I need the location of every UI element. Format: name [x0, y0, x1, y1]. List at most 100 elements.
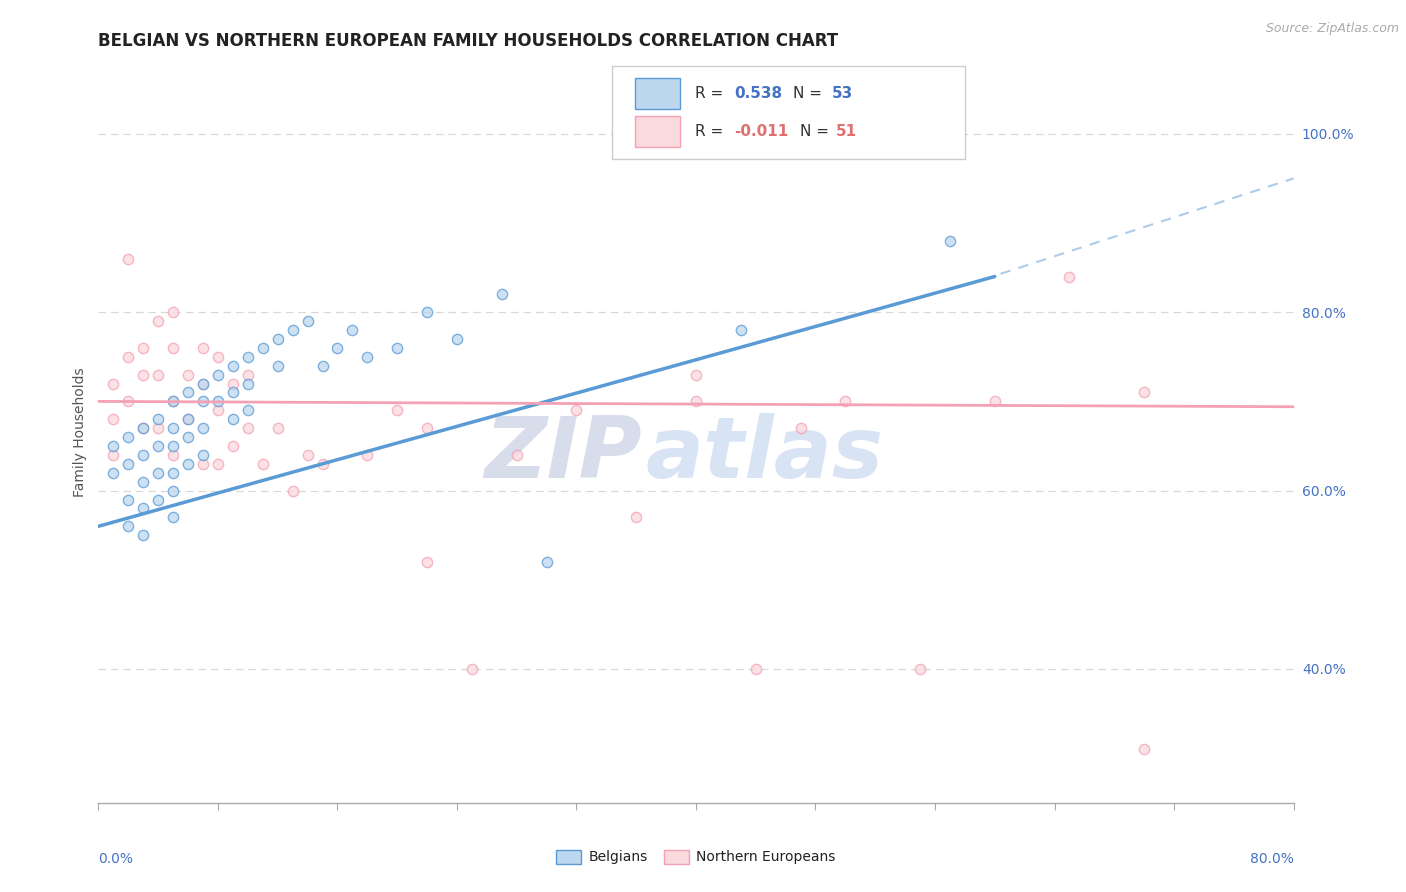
Point [984, 394, 1007, 409]
FancyBboxPatch shape [636, 78, 681, 109]
Point [207, 394, 229, 409]
Point [148, 314, 170, 328]
Point [117, 430, 139, 444]
Point [281, 323, 304, 337]
Point [148, 412, 170, 426]
Text: BELGIAN VS NORTHERN EUROPEAN FAMILY HOUSEHOLDS CORRELATION CHART: BELGIAN VS NORTHERN EUROPEAN FAMILY HOUS… [98, 32, 838, 50]
FancyBboxPatch shape [636, 116, 681, 146]
Point [789, 421, 811, 435]
Point [132, 368, 155, 382]
Point [222, 412, 245, 426]
Point [385, 403, 409, 417]
Point [191, 341, 214, 355]
Point [908, 662, 931, 676]
Text: -0.011: -0.011 [734, 124, 789, 138]
Point [267, 332, 290, 346]
Point [148, 466, 170, 480]
Point [446, 332, 468, 346]
Point [103, 448, 125, 462]
Point [385, 341, 409, 355]
Y-axis label: Family Households: Family Households [73, 368, 87, 498]
Point [236, 368, 259, 382]
Point [191, 421, 214, 435]
Point [506, 448, 529, 462]
Point [267, 421, 290, 435]
Point [191, 376, 214, 391]
Point [132, 421, 155, 435]
Point [103, 412, 125, 426]
Text: N =: N = [793, 87, 827, 101]
Point [297, 448, 319, 462]
Point [745, 662, 768, 676]
Point [461, 662, 484, 676]
Point [416, 305, 439, 319]
Point [177, 412, 200, 426]
Point [685, 368, 707, 382]
Point [416, 421, 439, 435]
FancyBboxPatch shape [613, 66, 965, 159]
Point [117, 519, 139, 533]
Point [222, 359, 245, 373]
Point [416, 555, 439, 569]
Point [191, 448, 214, 462]
Point [281, 483, 304, 498]
Point [132, 501, 155, 516]
Point [834, 394, 856, 409]
Point [267, 359, 290, 373]
Point [162, 466, 184, 480]
Point [730, 323, 752, 337]
Point [103, 376, 125, 391]
Point [177, 368, 200, 382]
Point [236, 350, 259, 364]
Point [191, 376, 214, 391]
Point [162, 483, 184, 498]
Text: 80.0%: 80.0% [1250, 852, 1294, 866]
Point [148, 492, 170, 507]
Text: atlas: atlas [645, 413, 884, 496]
Point [207, 403, 229, 417]
Point [252, 341, 274, 355]
Point [236, 403, 259, 417]
Point [162, 448, 184, 462]
Point [117, 350, 139, 364]
Point [326, 341, 349, 355]
Point [356, 350, 378, 364]
Point [939, 234, 962, 248]
Legend: Belgians, Northern Europeans: Belgians, Northern Europeans [551, 844, 841, 870]
Point [103, 466, 125, 480]
Point [103, 439, 125, 453]
Point [626, 510, 648, 524]
Point [1133, 385, 1156, 400]
Text: 0.0%: 0.0% [98, 852, 134, 866]
Point [132, 341, 155, 355]
Point [148, 421, 170, 435]
Point [222, 376, 245, 391]
Point [356, 448, 378, 462]
Point [162, 305, 184, 319]
Point [117, 457, 139, 471]
Point [162, 421, 184, 435]
Point [222, 439, 245, 453]
Point [132, 528, 155, 542]
Point [132, 475, 155, 489]
Text: 0.538: 0.538 [734, 87, 782, 101]
Point [1133, 742, 1156, 756]
Point [191, 394, 214, 409]
Point [132, 421, 155, 435]
Point [236, 421, 259, 435]
Point [162, 394, 184, 409]
Point [491, 287, 513, 301]
Point [207, 457, 229, 471]
Point [162, 439, 184, 453]
Point [222, 385, 245, 400]
Point [536, 555, 558, 569]
Point [177, 430, 200, 444]
Point [207, 368, 229, 382]
Point [162, 394, 184, 409]
Point [565, 403, 588, 417]
Point [311, 359, 333, 373]
Point [177, 457, 200, 471]
Point [117, 394, 139, 409]
Point [297, 314, 319, 328]
Point [236, 376, 259, 391]
